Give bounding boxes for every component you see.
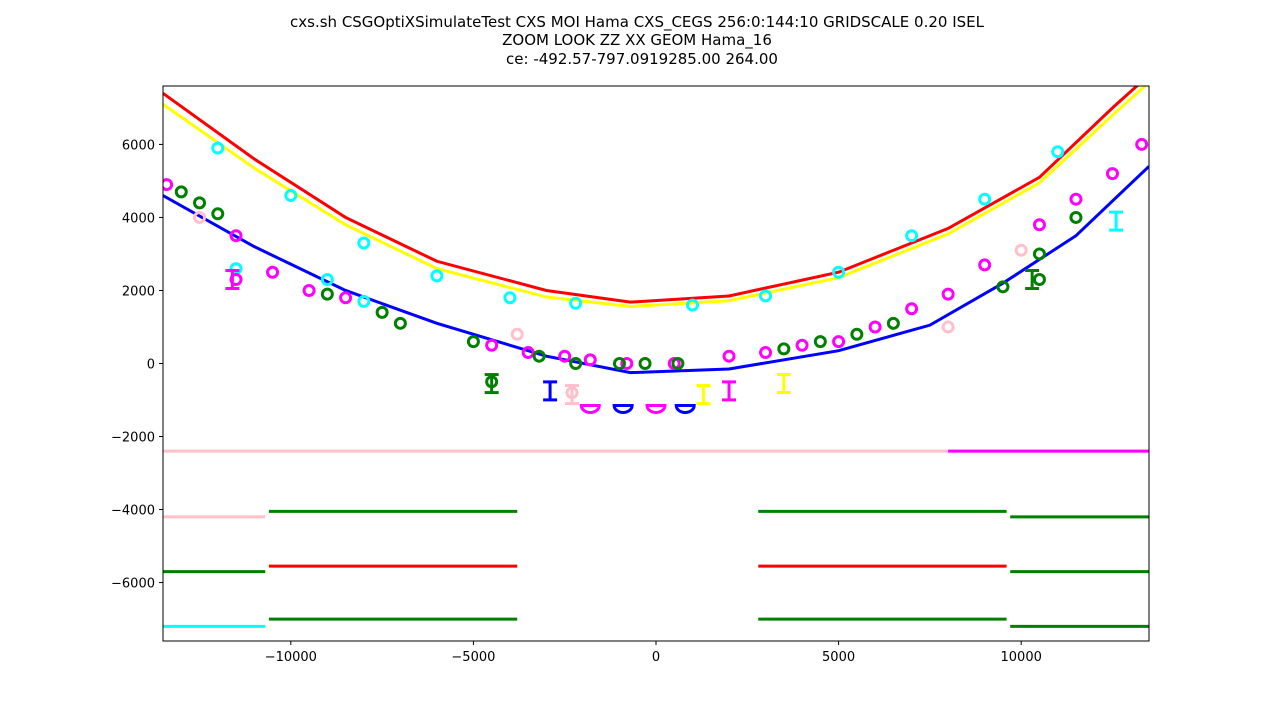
y-tick-label-6: 6000 — [122, 138, 155, 153]
y-axis: −6000 −4000 −2000 0 2000 4000 6000 — [111, 138, 163, 592]
point-green-16 — [996, 280, 1010, 294]
cup-3 — [674, 403, 696, 414]
point-magenta-8 — [583, 353, 597, 367]
plot-content — [163, 86, 1149, 628]
plot-frame — [162, 85, 1150, 642]
y-tick-label-1: −4000 — [111, 504, 155, 519]
point-magenta-6 — [521, 346, 535, 360]
point-magenta-15 — [868, 320, 882, 334]
point-cyan-9 — [905, 229, 919, 243]
point-magenta-3 — [302, 283, 316, 297]
point-green-20 — [1032, 273, 1046, 287]
point-magenta-21 — [1105, 167, 1119, 181]
point-green-8 — [569, 357, 583, 370]
structure-7 — [1025, 269, 1040, 291]
point-magenta-17 — [941, 287, 955, 301]
point-green-7 — [532, 349, 546, 363]
point-magenta-7 — [558, 349, 572, 363]
point-cyan-12 — [320, 273, 334, 287]
y-tick-label-0: −6000 — [111, 577, 155, 592]
cup-1 — [612, 403, 634, 414]
title-line-2: ZOOM LOOK ZZ XX GEOM Hama_16 — [502, 31, 772, 50]
point-cyan-0 — [211, 141, 225, 155]
point-magenta-12 — [759, 346, 773, 360]
point-magenta-0 — [163, 178, 174, 192]
point-magenta-19 — [1032, 218, 1046, 232]
x-axis: −10000 −5000 0 5000 10000 — [265, 641, 1042, 665]
point-cyan-10 — [978, 192, 992, 206]
cup-2 — [645, 403, 667, 414]
structure-4 — [696, 384, 711, 406]
point-green-5 — [393, 316, 407, 330]
point-green-11 — [671, 357, 685, 370]
point-pink-1 — [941, 320, 955, 334]
point-green-2 — [211, 207, 225, 221]
point-cyan-1 — [284, 189, 298, 203]
structure-8 — [1109, 210, 1124, 232]
point-green-14 — [850, 327, 864, 341]
structure-0 — [225, 269, 240, 291]
point-magenta-2 — [266, 265, 280, 279]
structure-6 — [776, 373, 791, 395]
point-cyan-4 — [503, 291, 517, 305]
point-green-3 — [320, 287, 334, 301]
point-cyan-7 — [759, 289, 773, 303]
structure-2 — [543, 380, 558, 402]
point-green-13 — [813, 335, 827, 349]
point-magenta-14 — [832, 335, 846, 349]
point-magenta-5 — [485, 338, 499, 352]
x-tick-label-4: 10000 — [1001, 650, 1042, 665]
point-green-15 — [886, 316, 900, 330]
point-magenta-18 — [978, 258, 992, 272]
point-green-9 — [612, 357, 626, 370]
point-cyan-3 — [430, 269, 444, 283]
structure-5 — [722, 380, 737, 402]
y-tick-label-2: −2000 — [111, 431, 155, 446]
point-magenta-11 — [722, 349, 736, 363]
point-pink-3 — [193, 210, 207, 224]
title-line-1: cxs.sh CSGOptiXSimulateTest CXS MOI Hama… — [290, 13, 985, 32]
point-cyan-11 — [1051, 145, 1065, 159]
point-green-18 — [1069, 210, 1083, 224]
point-pink-2 — [510, 327, 524, 341]
point-magenta-22 — [1135, 137, 1149, 151]
x-tick-label-3: 5000 — [822, 650, 855, 665]
y-tick-label-5: 4000 — [122, 211, 155, 226]
point-magenta-16 — [905, 302, 919, 316]
point-green-17 — [1032, 247, 1046, 261]
structure-3 — [565, 384, 580, 406]
point-pink-4 — [1014, 243, 1028, 257]
point-green-6 — [466, 335, 480, 349]
curve-yellow-1 — [163, 86, 1148, 309]
chart-title: cxs.sh CSGOptiXSimulateTest CXS MOI Hama… — [290, 13, 985, 68]
point-cyan-2 — [357, 236, 371, 250]
point-green-4 — [375, 305, 389, 319]
title-line-3: ce: -492.57-797.0919285.00 264.00 — [506, 50, 778, 68]
point-cyan-6 — [686, 298, 700, 312]
structure-1 — [484, 373, 499, 395]
x-tick-label-2: 0 — [652, 650, 660, 665]
point-cyan-8 — [832, 265, 846, 279]
curve-red-0 — [163, 86, 1140, 304]
point-magenta-13 — [795, 338, 809, 352]
point-cyan-5 — [569, 296, 583, 310]
point-green-12 — [777, 342, 791, 356]
point-green-0 — [174, 185, 188, 199]
point-cyan-13 — [357, 294, 371, 308]
point-magenta-1 — [229, 229, 243, 243]
point-green-1 — [193, 196, 207, 210]
y-tick-label-4: 2000 — [122, 284, 155, 299]
x-tick-label-1: −5000 — [451, 650, 495, 665]
cup-0 — [579, 403, 601, 414]
point-magenta-4 — [339, 291, 353, 305]
point-magenta-20 — [1069, 192, 1083, 206]
y-tick-label-3: 0 — [147, 358, 155, 373]
point-green-10 — [638, 357, 652, 370]
x-tick-label-0: −10000 — [265, 650, 317, 665]
point-magenta-9 — [620, 357, 634, 370]
